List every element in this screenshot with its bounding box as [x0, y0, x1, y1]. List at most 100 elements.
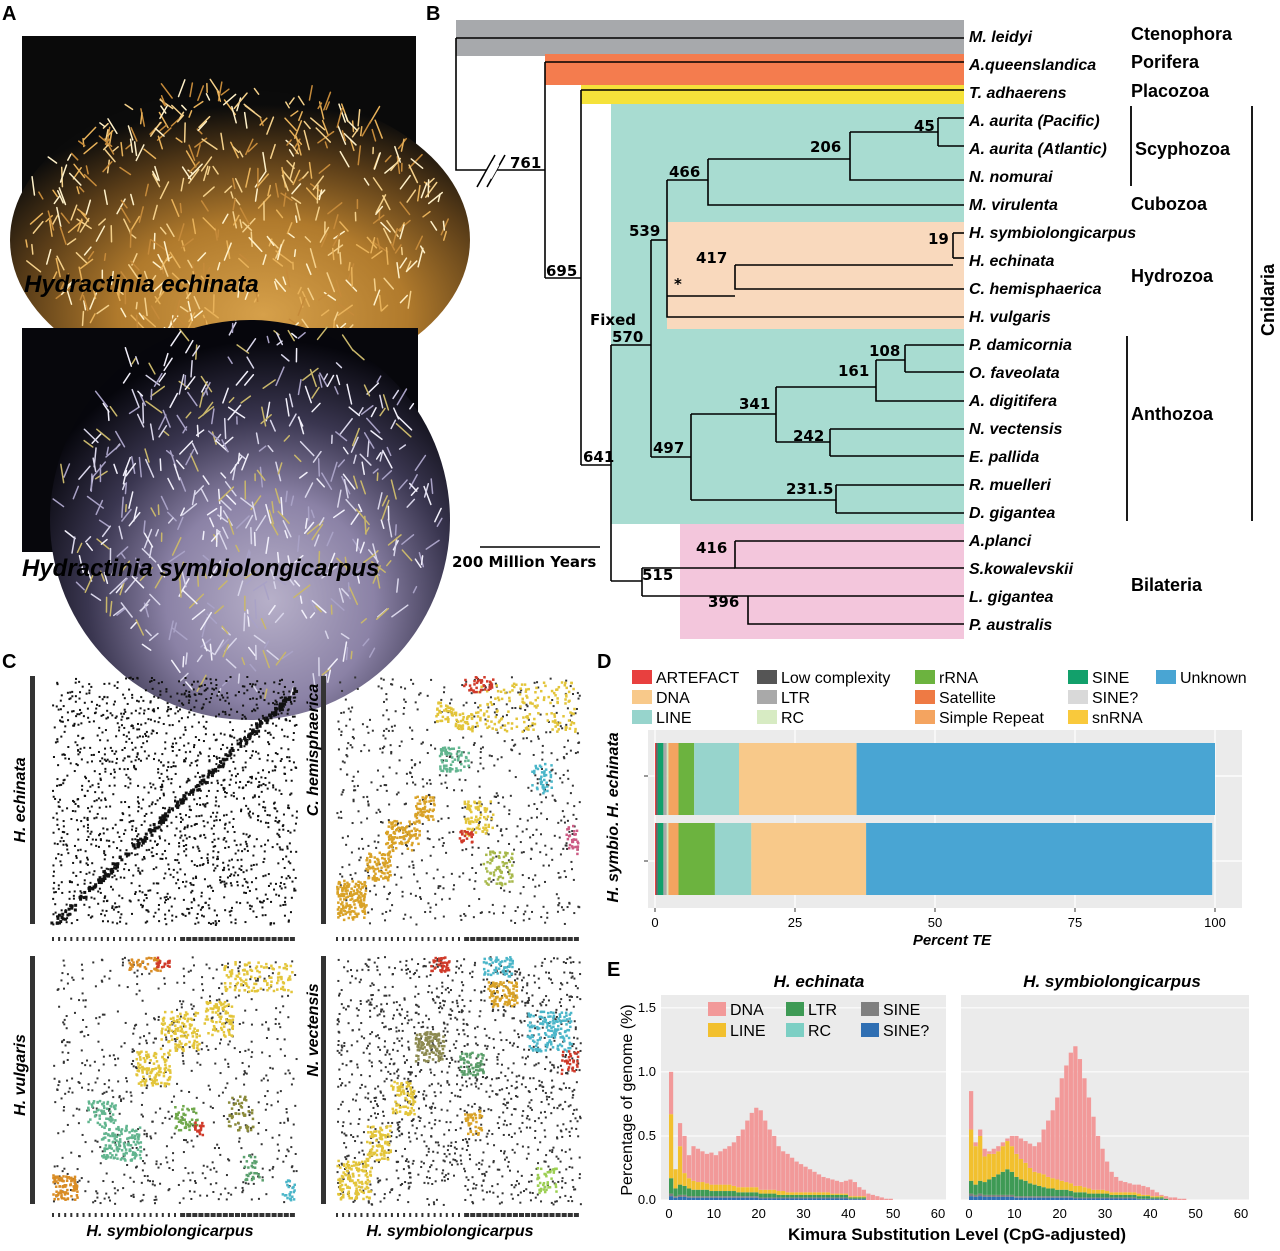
tentacle-mark	[362, 553, 376, 564]
tentacle-mark	[301, 609, 308, 619]
tentacle-mark	[110, 270, 115, 286]
synteny-dot	[137, 833, 140, 836]
tentacle-mark	[31, 243, 34, 255]
synteny-dot	[132, 819, 135, 822]
synteny-dot	[161, 753, 164, 756]
synteny-dot	[190, 883, 193, 886]
tentacle-mark	[318, 163, 331, 174]
synteny-dot	[558, 721, 562, 725]
synteny-dot	[59, 840, 62, 843]
tentacle-mark	[177, 79, 186, 98]
synteny-dot	[460, 918, 463, 921]
synteny-dot	[390, 843, 393, 847]
synteny-dot	[274, 807, 277, 810]
synteny-dot	[484, 817, 488, 821]
synteny-dot	[540, 812, 543, 815]
tentacle-mark	[167, 517, 174, 524]
synteny-dot	[272, 690, 275, 693]
synteny-dot	[196, 845, 199, 848]
synteny-dot	[397, 829, 401, 833]
synteny-dot	[170, 1115, 173, 1118]
synteny-dot	[353, 892, 357, 895]
synteny-dot	[197, 721, 200, 724]
synteny-dot	[211, 841, 214, 844]
synteny-dot	[543, 788, 546, 791]
synteny-dot	[295, 723, 298, 726]
tentacle-mark	[154, 289, 166, 303]
synteny-dot	[97, 750, 100, 753]
synteny-dot	[475, 815, 478, 819]
tentacle-mark	[311, 523, 324, 541]
synteny-dot	[476, 679, 480, 683]
tentacle-mark	[191, 442, 199, 455]
synteny-dot	[237, 874, 240, 877]
tentacle-mark	[202, 530, 205, 541]
tentacle-mark	[355, 244, 370, 254]
synteny-dot	[119, 920, 122, 923]
synteny-dot	[423, 810, 427, 813]
synteny-dot	[143, 750, 146, 753]
synteny-dot	[400, 686, 403, 689]
tentacle-mark	[275, 651, 287, 666]
synteny-dot	[200, 707, 203, 710]
synteny-dot	[339, 884, 342, 887]
node-age-416: 416	[696, 539, 727, 557]
tentacle-mark	[124, 103, 134, 111]
synteny-dot	[201, 774, 205, 778]
synteny-dot	[434, 917, 437, 920]
tentacle-mark	[155, 528, 160, 537]
synteny-dot	[381, 856, 384, 860]
synteny-dot	[261, 1167, 264, 1170]
synteny-dot	[273, 703, 276, 706]
tentacle-mark	[145, 629, 152, 637]
synteny-dot	[81, 1030, 84, 1033]
synteny-dot	[356, 888, 359, 891]
tentacle-mark	[145, 400, 163, 414]
synteny-dot	[375, 877, 379, 881]
synteny-dot	[220, 1038, 223, 1041]
synteny-dot	[133, 1024, 136, 1027]
taxon-anthozoa: Anthozoa	[1131, 404, 1214, 424]
synteny-dot	[174, 796, 177, 799]
synteny-dot	[485, 689, 489, 693]
tentacle-mark	[319, 226, 330, 243]
synteny-dot	[77, 798, 80, 801]
synteny-dot	[542, 791, 545, 795]
synteny-dot	[337, 906, 341, 909]
synteny-dot	[71, 810, 74, 813]
synteny-dot	[74, 810, 77, 813]
synteny-dot	[291, 715, 294, 718]
synteny-dot	[518, 752, 521, 755]
synteny-dot	[426, 752, 429, 755]
synteny-dot	[219, 732, 222, 735]
synteny-dot	[514, 776, 517, 779]
bilateria-band	[680, 524, 964, 639]
tentacle-mark	[109, 405, 118, 417]
synteny-dot	[520, 851, 523, 854]
synteny-dot	[250, 864, 253, 867]
tentacle-mark	[274, 612, 285, 624]
synteny-dot	[421, 822, 424, 825]
synteny-dot	[357, 886, 361, 889]
synteny-dot	[444, 759, 447, 762]
tentacle-mark	[232, 177, 236, 190]
tentacle-mark	[171, 536, 182, 556]
synteny-dot	[274, 699, 277, 702]
synteny-dot	[339, 810, 342, 813]
tentacle-mark	[102, 122, 109, 129]
synteny-dot	[195, 815, 198, 818]
synteny-dot	[283, 735, 286, 738]
synteny-dot	[259, 687, 262, 690]
synteny-dot	[292, 1077, 295, 1080]
tentacle-mark	[75, 581, 85, 591]
synteny-dot	[564, 728, 568, 731]
synteny-dot	[199, 803, 202, 806]
synteny-dot	[534, 874, 537, 877]
synteny-dot	[247, 1105, 250, 1108]
tentacle-mark	[199, 392, 204, 408]
tentacle-mark	[275, 461, 282, 482]
tentacle-mark	[131, 575, 145, 589]
synteny-dot	[69, 904, 73, 908]
tentacle-mark	[372, 565, 381, 584]
synteny-dot	[141, 973, 144, 976]
